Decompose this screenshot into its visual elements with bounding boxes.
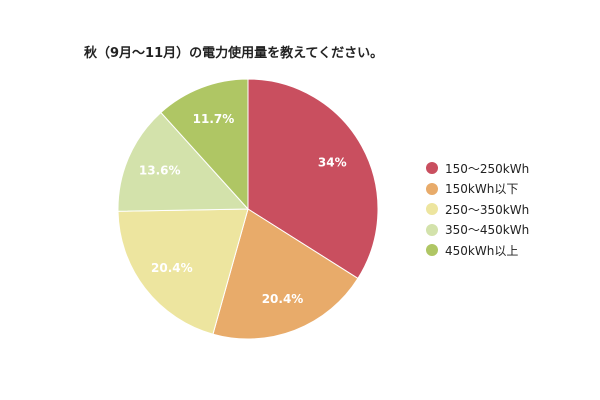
legend-label: 250〜350kWh [445, 202, 530, 217]
pie-slice [212, 208, 359, 340]
slice-data-label: 20.4% [151, 261, 193, 275]
legend-swatch [426, 223, 438, 236]
legend-item[interactable]: 350〜450kWh [426, 220, 529, 241]
legend-swatch [426, 162, 438, 175]
legend-label: 350〜450kWh [445, 223, 530, 238]
legend: 150〜250kWh 150kWh以下 250〜350kWh 350〜450kWh 45… [426, 158, 529, 261]
legend-label: 150〜250kWh [445, 161, 530, 176]
legend-label: 150kWh以下 [445, 182, 519, 197]
slice-data-label: 34% [318, 156, 347, 170]
legend-item[interactable]: 250〜350kWh [426, 199, 529, 220]
legend-swatch [426, 182, 438, 195]
legend-item[interactable]: 450kWh以上 [426, 240, 529, 261]
pie-slice [247, 78, 379, 280]
legend-label: 450kWh以上 [445, 243, 519, 258]
pie-slice [160, 78, 249, 211]
slice-data-label: 20.4% [262, 292, 304, 306]
legend-swatch [426, 244, 438, 257]
legend-swatch [426, 203, 438, 216]
pie-slice [117, 111, 250, 212]
slice-data-label: 11.7% [193, 112, 235, 126]
pie-slice [117, 208, 249, 335]
chart-title: 秋（9月〜11月）の電力使用量を教えてください。 [84, 46, 384, 61]
legend-item[interactable]: 150kWh以下 [426, 179, 529, 200]
slice-data-label: 13.6% [139, 164, 181, 178]
legend-item[interactable]: 150〜250kWh [426, 158, 529, 179]
